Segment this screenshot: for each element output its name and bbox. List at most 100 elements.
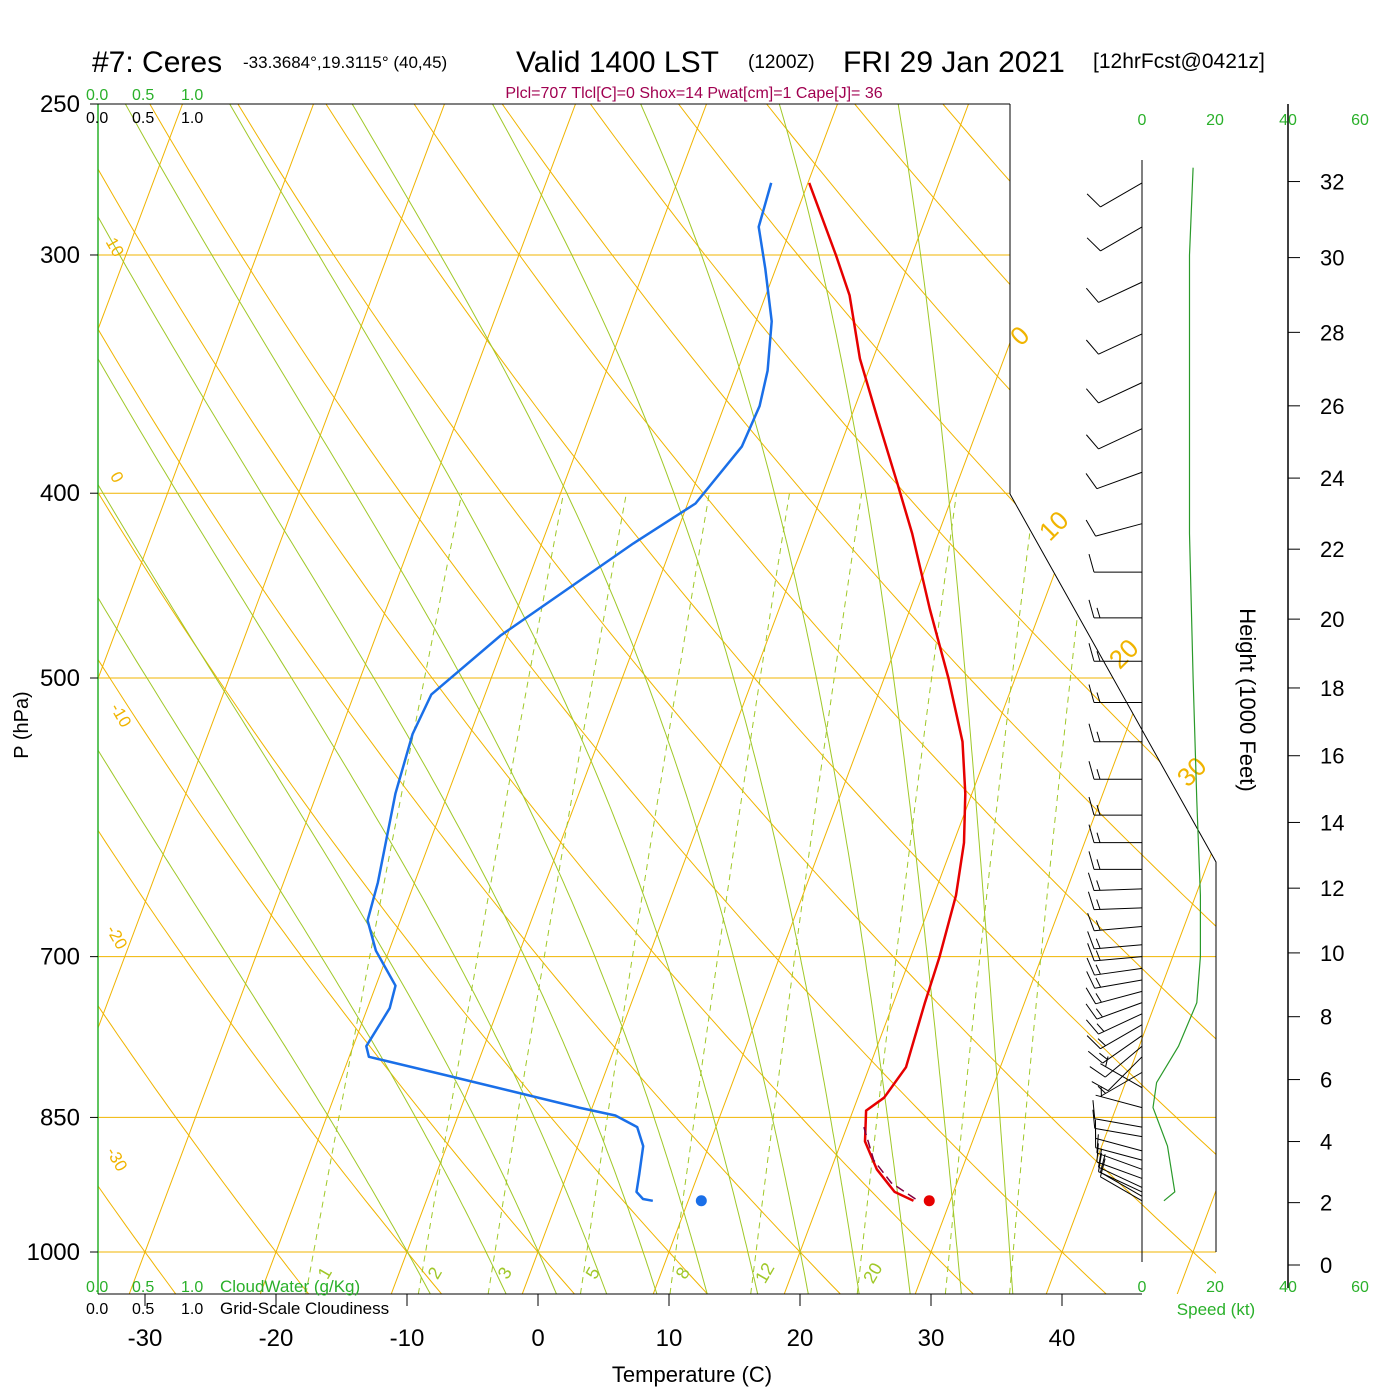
isotherm-line bbox=[98, 104, 340, 1294]
height-tick-label: 26 bbox=[1320, 394, 1344, 419]
cloudiness-scale-top-2: 1.0 bbox=[181, 110, 203, 127]
height-tick-label: 28 bbox=[1320, 320, 1344, 345]
wind-barbs bbox=[1085, 167, 1201, 1202]
wind-barb-half-flag bbox=[1097, 1085, 1106, 1094]
wind-barb bbox=[1085, 471, 1143, 490]
height-tick-label: 20 bbox=[1320, 607, 1344, 632]
wind-barb-flag bbox=[1096, 1134, 1099, 1153]
wind-barb-staff bbox=[1098, 1013, 1143, 1035]
wind-barb-flag bbox=[1086, 193, 1101, 208]
wind-barb-flag bbox=[1088, 554, 1095, 573]
parcel-profile-line bbox=[863, 1126, 916, 1200]
wind-barb-staff bbox=[1094, 944, 1143, 950]
wind-barb bbox=[1086, 182, 1143, 208]
moist-adiabat-line bbox=[453, 104, 863, 1294]
isotherm-line bbox=[906, 104, 1216, 1294]
wind-barb-staff bbox=[1095, 1094, 1143, 1109]
wind-barb bbox=[1088, 723, 1142, 743]
cloudiness-scale-top-0: 0.0 bbox=[86, 110, 108, 127]
cloudiness-scale-top-1: 0.5 bbox=[132, 110, 154, 127]
height-tick-label: 16 bbox=[1320, 744, 1344, 769]
station-coords: -33.3684°,19.3115° (40,45) bbox=[243, 53, 447, 72]
wind-barb bbox=[1088, 796, 1142, 816]
height-tick-label: 4 bbox=[1320, 1130, 1332, 1155]
wind-barb bbox=[1094, 1119, 1143, 1152]
wind-barb-staff bbox=[1095, 523, 1143, 537]
wind-barb-flag bbox=[1085, 434, 1099, 450]
dry-adiabat-line bbox=[98, 104, 193, 1294]
wind-barb-flag bbox=[1087, 872, 1095, 891]
wind-barb bbox=[1098, 1153, 1143, 1193]
wind-barb-staff bbox=[1094, 967, 1143, 976]
wind-barb-staff bbox=[1094, 907, 1143, 911]
wind-barb-flag bbox=[1085, 473, 1098, 489]
mixing-ratio-line bbox=[576, 493, 710, 1294]
wind-barb bbox=[1088, 554, 1142, 573]
wind-barb-staff bbox=[1107, 1056, 1143, 1092]
temperature-tick-label: 0 bbox=[531, 1325, 544, 1352]
dry-adiabat-line bbox=[98, 104, 862, 1294]
wind-barb-half-flag bbox=[1095, 1008, 1103, 1018]
mixing-ratio-line bbox=[301, 493, 463, 1294]
height-tick-label: 30 bbox=[1320, 246, 1344, 271]
cloud-scale-bottom-0: 0.0 bbox=[86, 1279, 108, 1296]
wind-barb-flag bbox=[1085, 519, 1097, 537]
wind-barb-staff bbox=[1094, 888, 1143, 892]
moist-adiabat-line bbox=[311, 104, 813, 1294]
wind-barb-staff bbox=[1098, 1166, 1143, 1188]
wind-barb bbox=[1087, 1035, 1143, 1064]
mixing-ratio-line bbox=[666, 493, 790, 1294]
mixing-ratio-label: 2 bbox=[424, 1264, 446, 1283]
wind-barb bbox=[1087, 931, 1143, 950]
wind-barb-flag bbox=[1085, 1003, 1098, 1020]
valid-date: FRI 29 Jan 2021 bbox=[843, 46, 1065, 79]
surface-dewpoint-dot bbox=[695, 1195, 707, 1207]
moist-adiabat-line bbox=[98, 104, 517, 1294]
valid-time: Valid 1400 LST bbox=[516, 46, 719, 79]
wind-barb-staff bbox=[1098, 333, 1143, 355]
height-tick-label: 6 bbox=[1320, 1068, 1332, 1093]
height-axis-title: Height (1000 Feet) bbox=[1235, 608, 1260, 791]
dry-adiabat-line bbox=[98, 104, 728, 1294]
wind-barb-flag bbox=[1089, 1066, 1106, 1078]
wind-barb-flag bbox=[1086, 957, 1095, 976]
isotherm-label: -10 bbox=[106, 700, 135, 731]
mixing-ratio-label: 5 bbox=[582, 1264, 604, 1283]
wind-barb bbox=[1086, 1024, 1143, 1050]
isotherm-line bbox=[513, 104, 995, 1294]
speed-scale-bottom-40: 40 bbox=[1279, 1279, 1297, 1296]
wind-barb-half-flag bbox=[1096, 859, 1101, 870]
wind-barb-staff bbox=[1095, 1147, 1143, 1161]
speed-axis-label: Speed (kt) bbox=[1177, 1300, 1255, 1319]
dry-adiabat-line bbox=[98, 104, 595, 1294]
dry-adiabat-line bbox=[798, 104, 1216, 1294]
wind-barb bbox=[1098, 1148, 1143, 1188]
speed-scale-top-40: 40 bbox=[1279, 112, 1297, 129]
cloudiness-scale-bottom-1: 0.5 bbox=[132, 1301, 154, 1318]
wind-barb-flag bbox=[1086, 971, 1096, 989]
dry-adiabat-line bbox=[454, 104, 1216, 1294]
wind-barb-staff bbox=[1098, 428, 1143, 450]
wind-barb-staff bbox=[1095, 990, 1143, 1005]
pressure-tick-label: 250 bbox=[40, 91, 80, 118]
temperature-tick-label: 10 bbox=[656, 1325, 683, 1352]
wind-barb-flag bbox=[1088, 796, 1095, 816]
wind-barb-staff bbox=[1096, 1002, 1143, 1020]
cloudiness-label: Grid-Scale Cloudiness bbox=[220, 1299, 389, 1318]
temperature-tick-label: 20 bbox=[787, 1325, 814, 1352]
dry-adiabat-line bbox=[1142, 104, 1216, 1294]
wind-barb-flag bbox=[1085, 287, 1099, 303]
wind-barb-staff bbox=[1096, 471, 1143, 490]
isotherm-line bbox=[382, 104, 864, 1294]
wind-barb bbox=[1086, 226, 1143, 252]
wind-barb-half-flag bbox=[1095, 938, 1101, 949]
height-tick-label: 2 bbox=[1320, 1191, 1332, 1216]
wind-barb bbox=[1099, 1158, 1143, 1202]
wind-barb-staff bbox=[1094, 1127, 1143, 1138]
wind-barb-staff bbox=[1094, 1118, 1143, 1128]
isotherm-line bbox=[1300, 35, 1400, 1316]
wind-barb-flag bbox=[1087, 891, 1095, 910]
dry-adiabat-label: 30 bbox=[1171, 751, 1213, 793]
isotherm-label: 10 bbox=[102, 234, 128, 260]
wind-barb-flag bbox=[1092, 1109, 1096, 1129]
